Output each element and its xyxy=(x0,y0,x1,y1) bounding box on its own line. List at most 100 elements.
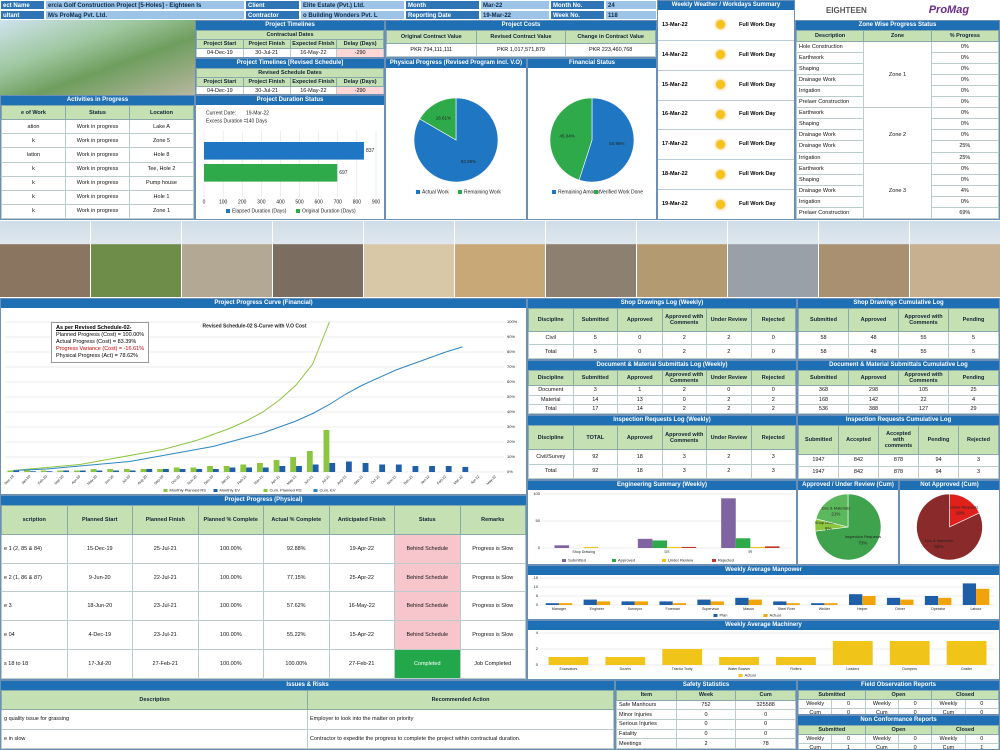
panel: Project Timelines Contractual Dates Projec… xyxy=(195,20,385,58)
weather-row: 17-Mar-22 Full Work Day xyxy=(658,129,794,161)
table-cell: 127 xyxy=(898,403,949,414)
table-cell: Work in progress xyxy=(65,175,130,191)
table-cell: Cum xyxy=(798,708,833,714)
table-cell: 55 xyxy=(898,344,949,359)
column-header: Remarks xyxy=(459,505,526,535)
panel: Project Progress (Physical) scription Plan… xyxy=(0,495,527,680)
legend-swatch xyxy=(662,559,666,562)
site-photo xyxy=(273,221,363,297)
y-tick-label: 70% xyxy=(507,364,515,369)
table: scription Planned Start Planned Finish Plan… xyxy=(1,505,526,679)
bar xyxy=(748,599,762,605)
duration-info: Excess Duration = xyxy=(206,118,247,124)
table-header: Original Contract Value Revised Contract … xyxy=(386,30,656,44)
column-header: Submitted xyxy=(572,370,618,387)
sun-icon xyxy=(716,20,725,30)
y-tick-label: 0% xyxy=(507,469,513,474)
bar xyxy=(107,469,114,472)
table-cell: 16-May-22 xyxy=(289,48,338,57)
table-cell: 0 xyxy=(964,699,999,709)
bar xyxy=(345,461,352,472)
column-header: Project Start xyxy=(196,77,244,87)
table-cell: 48 xyxy=(848,330,899,346)
panel-title: Project Timelines [Revised Schedule] xyxy=(196,59,384,68)
table-cell: 0 xyxy=(750,385,796,396)
table-cell: 2 xyxy=(661,385,707,396)
x-tick-label: Apr-20 xyxy=(71,475,81,485)
table-cell: 0 xyxy=(617,344,663,359)
table-cell: 55.22% xyxy=(263,620,330,651)
chart: 0 2 4 Excavators Dozers Tractor Trolly Water B… xyxy=(536,630,995,678)
table-cell: Work in progress xyxy=(65,189,130,205)
table-cell: Progress is Slow xyxy=(459,591,526,622)
legend-swatch xyxy=(738,674,743,677)
bar xyxy=(96,470,103,472)
bar xyxy=(29,471,36,472)
pie-slice xyxy=(578,97,635,183)
table-cell: 17 xyxy=(572,403,618,414)
bar xyxy=(545,603,559,605)
x-tick-label: Feb-21 xyxy=(237,475,248,486)
table-cell: 92 xyxy=(572,463,618,479)
table-cell: PKR 223,460,768 xyxy=(565,43,656,57)
bar xyxy=(583,546,599,548)
table-cell: 14 xyxy=(572,394,618,405)
bar xyxy=(113,470,119,472)
legend-swatch xyxy=(713,614,718,617)
table-row: Shaping 0% xyxy=(796,63,999,76)
table: Contractual Dates Project Start Project Fi… xyxy=(196,30,384,57)
column-header: Description xyxy=(1,690,308,711)
table-cell: Prelaer Construction xyxy=(796,96,865,109)
column-header: Rejected xyxy=(750,425,796,451)
bar-label: 837 xyxy=(366,148,375,154)
table-cell: 3 xyxy=(958,453,999,467)
panel: Safety Statistics Item Week Cum Safe Manhour… xyxy=(615,680,797,750)
x-tick-label: Sep-21 xyxy=(353,475,364,486)
x-tick-label: Jun-21 xyxy=(303,475,314,486)
column-header: Discipline xyxy=(528,370,574,387)
column-header: Original Contract Value xyxy=(386,30,477,44)
x-tick-label: Jan-20 xyxy=(21,475,32,486)
table-cell: Drainage Work xyxy=(796,129,865,142)
panel-title: Document & Material Submittals Cumulativ… xyxy=(798,361,999,370)
bar xyxy=(63,470,70,472)
table-cell: e in slow xyxy=(1,728,308,749)
table-cell: 0 xyxy=(831,699,866,709)
table-cell: 752 xyxy=(675,699,737,711)
table-row: Total 92 18 3 2 3 xyxy=(528,463,796,479)
column-header: Accepted with comments xyxy=(878,425,919,455)
panel: Not Approved (Cum) Inspection Requests 18%… xyxy=(899,480,1000,565)
table-cell: 23-Jul-21 xyxy=(132,591,199,622)
bar xyxy=(849,594,863,605)
table: Submitted Open Closed Weekly 0 Weekly 0 Weekly 0… xyxy=(798,725,999,749)
y-tick-label: 20% xyxy=(507,439,515,444)
legend-label: Actual xyxy=(770,613,781,618)
site-photo xyxy=(455,221,545,297)
table-header: Project Start Project Finish Expected Fini… xyxy=(196,39,384,49)
panel-body: 54.96% 45.04% Remaining Amount Verified Wor… xyxy=(528,68,656,219)
header-value: 118 xyxy=(605,10,657,20)
x-tick-label: Dumpers xyxy=(902,667,917,671)
table-cell: 1 xyxy=(831,743,866,749)
table-row: k Work in progress Tee, Hole 2 xyxy=(1,161,194,177)
table-cell: 0 xyxy=(675,709,737,720)
weather-date: 13-Mar-22 xyxy=(662,21,688,28)
table-cell: Cum xyxy=(864,743,899,749)
table-cell: 4% xyxy=(930,184,999,197)
table-cell: 4-Dec-19 xyxy=(66,620,133,651)
x-tick-label: May-20 xyxy=(87,475,98,486)
column-header: Description xyxy=(796,30,865,43)
table-cell: Weekly xyxy=(931,734,966,744)
legend-label: Cum. EV xyxy=(320,488,336,493)
table-cell: 0 xyxy=(750,330,796,346)
bar xyxy=(662,649,703,665)
table-row: Earthwork 0% xyxy=(796,52,999,65)
column-header: Status xyxy=(65,105,130,121)
column-header: Delay (Days) xyxy=(336,39,384,49)
slice-label: 73% xyxy=(858,540,867,545)
panel-body: Submitted Open Closed Weekly 0 Weekly 0 Weekly 0… xyxy=(798,690,999,714)
x-tick-label: 900 xyxy=(372,199,381,205)
bar xyxy=(824,603,838,605)
table-row: 1947 842 878 94 3 xyxy=(798,453,999,467)
summary-line: Progress Variance (Cost) = -16.61% xyxy=(56,346,145,352)
